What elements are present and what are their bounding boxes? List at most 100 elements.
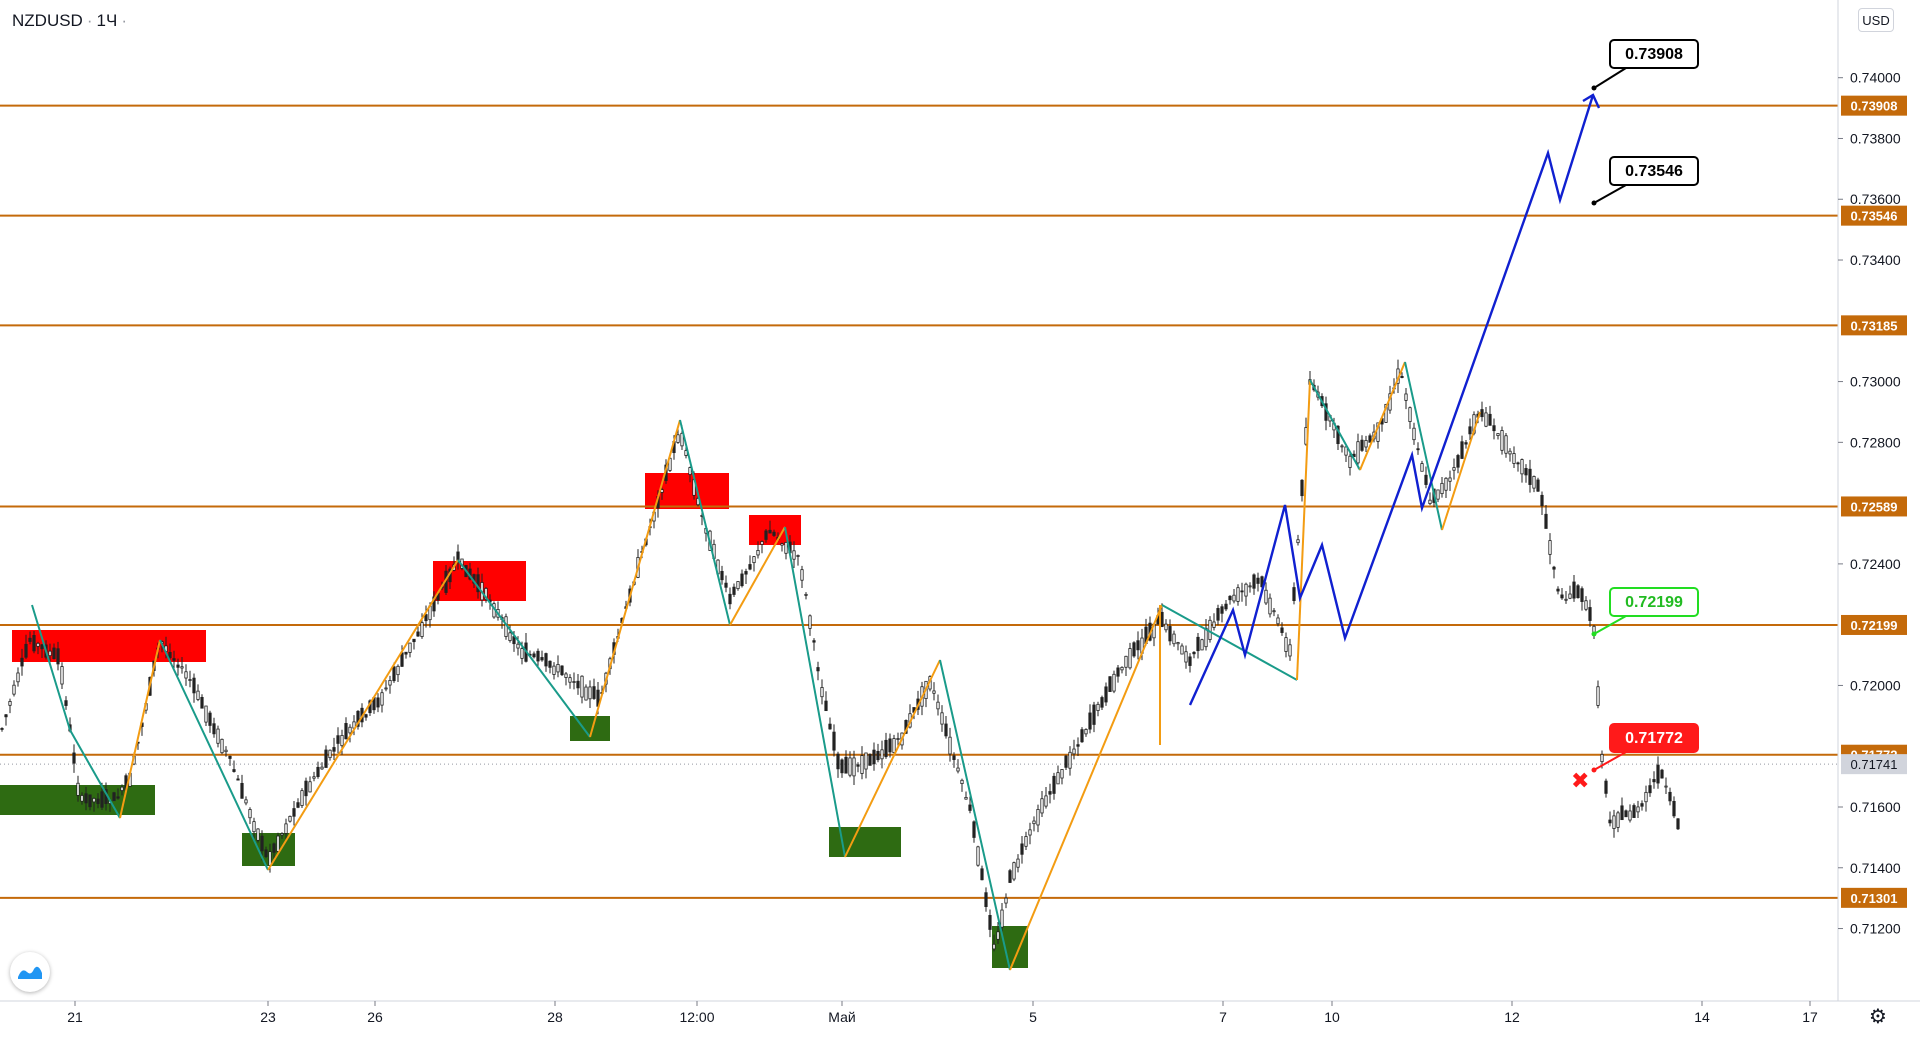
candle-body	[1072, 748, 1076, 755]
candle-body	[244, 799, 248, 804]
candle-body	[1284, 637, 1288, 652]
candle-body	[984, 892, 988, 907]
zigzag-down	[1404, 361, 1443, 531]
candle-body	[1032, 820, 1036, 825]
x-tick-label: Май	[828, 1009, 855, 1025]
candle-body	[948, 736, 952, 755]
candle-body	[1004, 897, 1008, 904]
zigzag-up	[844, 659, 941, 858]
candle-body	[1492, 425, 1496, 432]
candle-body	[1532, 476, 1536, 489]
candle-body	[832, 731, 836, 751]
candle-body	[1428, 499, 1432, 504]
candle-body	[1484, 412, 1488, 427]
currency-button[interactable]: USD	[1858, 8, 1894, 32]
candle-body	[288, 815, 292, 822]
candle-body	[1556, 588, 1560, 592]
candle-body	[720, 570, 724, 581]
candle-body	[1420, 463, 1424, 472]
candle-body	[1640, 803, 1644, 807]
callout-box	[1609, 156, 1699, 186]
candle-body	[1672, 800, 1676, 817]
y-tick-label: 0.73000	[1850, 374, 1901, 390]
candle-body	[1084, 729, 1088, 735]
candle-body	[404, 651, 408, 655]
candle-body	[1648, 785, 1652, 794]
candle-body	[1236, 587, 1240, 602]
candle-body	[536, 650, 540, 662]
candle-body	[1568, 593, 1572, 599]
gear-icon[interactable]: ⚙	[1869, 1006, 1887, 1028]
candle-body	[1628, 810, 1632, 821]
candle-body	[980, 868, 984, 881]
candle-body	[852, 757, 856, 777]
level-price-tag	[1841, 887, 1907, 908]
candle-body	[572, 681, 576, 683]
candle-body	[1220, 606, 1224, 614]
candle-body	[1124, 655, 1128, 668]
candle-body	[24, 643, 28, 658]
candle-body	[400, 652, 404, 667]
zigzag-up	[589, 419, 681, 738]
candle-body	[564, 673, 568, 678]
candle-body	[356, 710, 360, 727]
zigzag-up	[1009, 604, 1163, 971]
x-tick-label: 10	[1324, 1009, 1340, 1025]
level-price-tag	[1841, 315, 1907, 336]
candle-body	[1056, 772, 1060, 785]
time-axis[interactable]: 21 23 26 28 12:00 Май 5 7 10 12 14 17	[0, 1000, 1920, 1025]
candle-body	[276, 835, 280, 852]
candle-body	[1336, 425, 1340, 445]
price-axis[interactable]: 0.73908 0.73546 0.73185 0.72589 0.72199 0.717…	[1837, 0, 1920, 1038]
candle-body	[1064, 755, 1068, 768]
candle-body	[944, 723, 948, 737]
x-tick-label: 23	[260, 1009, 276, 1025]
candle-body	[884, 739, 888, 758]
price-axis-bg	[1838, 0, 1920, 1038]
candle-body	[1116, 667, 1120, 677]
callout-pointer	[1593, 67, 1627, 89]
candle-body	[804, 593, 808, 596]
zigzag-down	[1309, 379, 1361, 471]
candle-body	[336, 735, 340, 744]
candle-body	[100, 791, 104, 808]
level-price-tag	[1841, 205, 1907, 226]
symbol-header[interactable]: NZDUSD · 1Ч ·	[12, 11, 127, 30]
zigzag-down	[939, 659, 1011, 971]
candle-body	[176, 664, 180, 668]
candle-body	[36, 642, 40, 647]
candle-body	[316, 766, 320, 777]
candle-body	[1356, 441, 1360, 464]
candle-body	[296, 802, 300, 808]
candle-body	[508, 632, 512, 641]
candle-body	[1104, 686, 1108, 703]
candle-body	[396, 665, 400, 676]
candle-body	[1036, 809, 1040, 826]
candle-body	[80, 795, 84, 802]
candle-body	[560, 665, 564, 676]
candle-body	[64, 700, 68, 706]
candle-body	[1208, 619, 1212, 640]
zigzag-up	[1359, 361, 1406, 471]
candle-body	[56, 648, 60, 665]
candle-body	[552, 665, 556, 675]
candle-body	[968, 804, 972, 811]
candle-body	[1016, 858, 1020, 868]
symbol-name: NZDUSD	[12, 11, 83, 30]
candle-body	[0, 728, 4, 730]
candle-body	[408, 642, 412, 653]
candle-body	[1416, 448, 1420, 451]
candle-body	[856, 764, 860, 767]
candle-body	[40, 644, 44, 650]
candle-body	[272, 843, 276, 853]
candle-body	[1624, 810, 1628, 818]
candle-body	[484, 588, 488, 600]
candle-body	[1164, 623, 1168, 631]
candle-body	[340, 735, 344, 747]
candle-body	[868, 754, 872, 766]
y-tick-label: 0.71600	[1850, 799, 1901, 815]
candle-body	[1524, 468, 1528, 476]
tradingview-logo-icon[interactable]	[10, 952, 50, 992]
zigzag-down	[679, 419, 731, 626]
